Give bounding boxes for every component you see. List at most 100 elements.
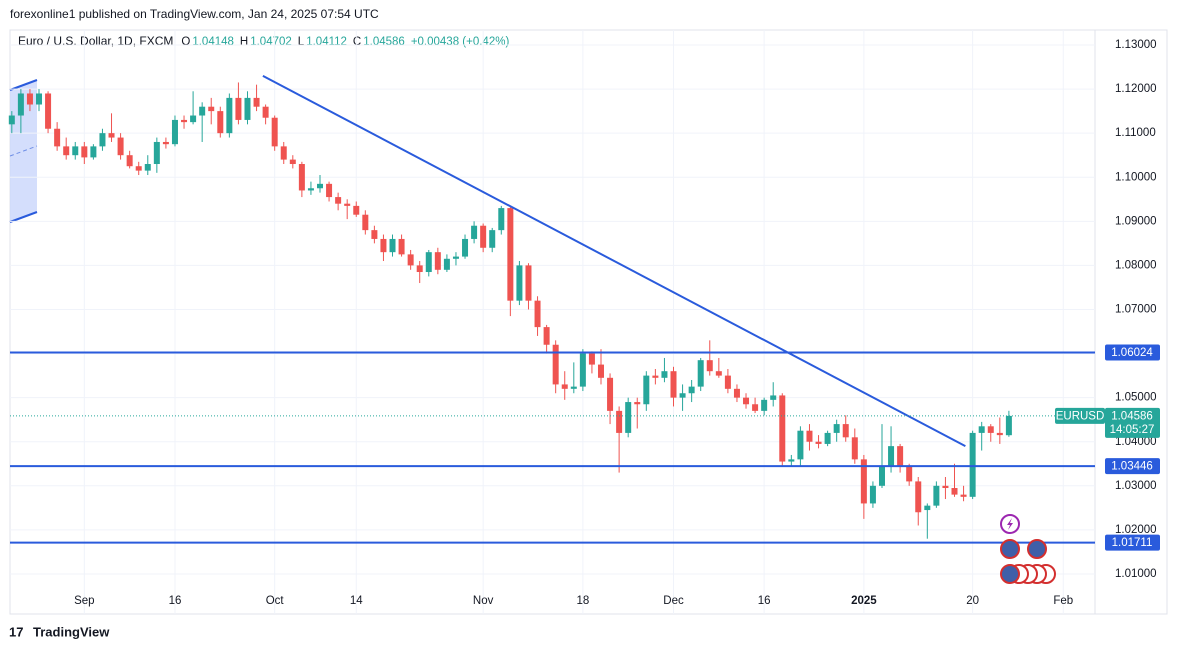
legend-h-label: H [240, 36, 248, 48]
channel-bottom [9, 211, 38, 223]
candle-body [697, 360, 704, 387]
candle-body [244, 97, 251, 120]
y-tick-label: 1.07000 [1115, 304, 1157, 316]
x-tick-label: Sep [74, 595, 94, 607]
candle-body [298, 164, 305, 191]
legend-low: 1.04112 [306, 36, 347, 48]
candle-body [72, 146, 79, 156]
candle-body [126, 155, 133, 167]
candle-body [181, 119, 188, 123]
x-tick-label: Nov [473, 595, 494, 607]
candle-body [969, 432, 976, 497]
event-icons [1000, 514, 1056, 584]
candle-body [552, 344, 559, 385]
y-tick-label: 1.11000 [1115, 127, 1156, 139]
candle-body [171, 119, 178, 145]
candle-body [960, 494, 967, 497]
candle-body [634, 402, 641, 405]
candle-body [208, 106, 215, 112]
legend: Euro / U.S. Dollar, 1D, FXCM O 1.04148 H 1.… [18, 34, 509, 48]
candle-body [8, 115, 15, 125]
candle-body [335, 197, 342, 204]
candle-body [661, 371, 668, 378]
symbol-title: Euro / U.S. Dollar, 1D, FXCM [18, 34, 173, 48]
brand: TradingView [33, 624, 110, 639]
candle-body [416, 265, 423, 273]
legend-open: 1.04148 [192, 36, 234, 48]
candle-body [371, 230, 378, 239]
legend-high: 1.04702 [250, 36, 292, 48]
candle-body [407, 254, 414, 266]
candle-body [63, 146, 70, 156]
candle-body [1005, 415, 1012, 436]
last-price-box [1105, 407, 1160, 438]
candle-body [878, 465, 885, 486]
candle-body [942, 485, 949, 489]
candle-body [588, 353, 595, 365]
level-price-label: 1.06024 [1111, 347, 1153, 359]
countdown-label: 14:05:27 [1110, 424, 1155, 436]
candle-body [724, 375, 731, 389]
candle-body [824, 432, 831, 444]
candle-body [797, 430, 804, 460]
candle-body [597, 364, 604, 378]
event-icon[interactable] [1000, 564, 1020, 584]
candle-body [380, 238, 387, 253]
candle-body [443, 258, 450, 270]
candle-body [860, 459, 867, 504]
candle-body [36, 93, 43, 105]
x-tick-label: 14 [350, 595, 363, 607]
candle-body [135, 166, 142, 171]
trendline [262, 74, 966, 448]
event-icon-glyph [1007, 518, 1013, 530]
legend-close: 1.04586 [363, 36, 405, 48]
candle-body [498, 208, 505, 231]
event-icon[interactable] [1000, 539, 1020, 559]
candle-body [271, 117, 278, 147]
y-tick-label: 1.08000 [1115, 259, 1157, 271]
candle-body [344, 203, 351, 206]
candle-body [434, 252, 441, 270]
candle-body [471, 225, 478, 239]
x-tick-label: 18 [576, 595, 589, 607]
candle-body [679, 393, 686, 398]
event-icon[interactable] [1027, 539, 1047, 559]
candle-body [99, 133, 106, 147]
candle-body [625, 402, 632, 433]
level-price-label: 1.03446 [1111, 461, 1153, 473]
candle-body [761, 399, 768, 411]
candle-body [525, 265, 532, 301]
candle-body [706, 360, 713, 372]
candle-body [752, 404, 759, 411]
candle-body [670, 371, 677, 398]
candle-body [715, 371, 722, 376]
x-tick-label: Oct [266, 595, 285, 607]
candle-body [425, 252, 432, 273]
legend-o-label: O [181, 36, 190, 48]
candle-body [996, 432, 1003, 436]
candle-body [842, 424, 849, 438]
candle-body [253, 97, 260, 107]
legend-l-label: L [298, 36, 305, 48]
candle-body [326, 183, 333, 198]
x-tick-label: Dec [663, 595, 684, 607]
y-tick-label: 1.04000 [1115, 436, 1157, 448]
y-tick-label: 1.13000 [1115, 39, 1157, 51]
candle-body [516, 265, 523, 301]
candle-body [317, 183, 323, 189]
candle-body [815, 441, 822, 444]
candle-body [933, 485, 940, 506]
candle-body [226, 97, 233, 134]
x-tick-label: 16 [169, 595, 182, 607]
candle-body [897, 446, 904, 466]
y-tick-label: 1.10000 [1115, 171, 1157, 183]
x-tick-label: 20 [966, 595, 979, 607]
x-tick-label: 16 [758, 595, 771, 607]
plot-frame [9, 29, 1168, 615]
channel-mid [9, 145, 38, 157]
candle-body [280, 146, 287, 160]
candle-body [199, 106, 206, 116]
legend-c-label: C [353, 36, 361, 48]
candle-body [507, 208, 514, 301]
level-price-box [1105, 534, 1160, 551]
